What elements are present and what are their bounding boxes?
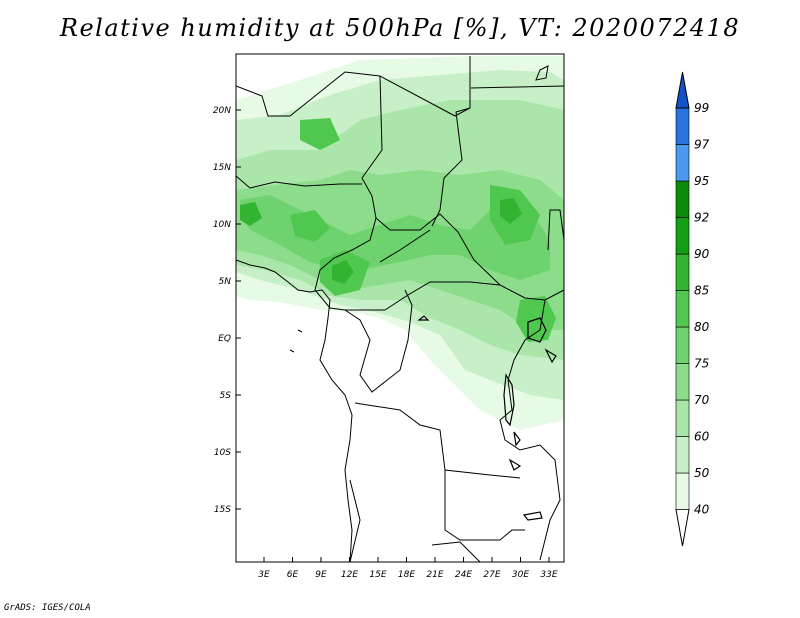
colorbar-label: 75 <box>694 357 709 371</box>
coastline <box>236 65 549 562</box>
colorbar-segment <box>675 399 690 437</box>
longitude-axis: 3E 6E 9E 12E 15E 18E 21E 24E 27E 30E 33E <box>258 557 558 580</box>
colorbar-segment <box>675 144 690 182</box>
colorbar-label: 80 <box>694 320 710 334</box>
colorbar-segment <box>675 472 690 510</box>
colorbar-segment <box>675 180 690 218</box>
colorbar: 40 50 60 70 75 80 85 90 92 95 97 99 <box>675 71 710 547</box>
colorbar-label: 50 <box>694 466 710 480</box>
colorbar-label: 90 <box>694 247 710 261</box>
lon-tick-label: 6E <box>287 570 299 580</box>
colorbar-segment <box>675 363 690 401</box>
lon-tick-label: 18E <box>398 570 415 580</box>
lat-tick-label: 15N <box>213 163 231 173</box>
colorbar-segment <box>675 253 690 291</box>
map-title: Relative humidity at 500hPa [%], VT: 202… <box>59 14 741 42</box>
colorbar-label: 92 <box>694 211 709 225</box>
colorbar-lower-arrow <box>675 509 690 547</box>
colorbar-label: 97 <box>694 138 710 152</box>
lon-tick-label: 15E <box>369 570 386 580</box>
lakes <box>417 315 557 521</box>
lat-tick-label: EQ <box>218 334 231 344</box>
lon-tick-label: 9E <box>315 570 327 580</box>
lat-tick-label: 5S <box>220 391 232 401</box>
lon-tick-label: 21E <box>426 570 443 580</box>
lon-tick-label: 27E <box>483 570 500 580</box>
colorbar-segment <box>675 436 690 474</box>
credit-label: GrADS: IGES/COLA <box>4 603 91 613</box>
lon-tick-label: 3E <box>258 570 270 580</box>
lon-tick-label: 24E <box>455 570 472 580</box>
colorbar-label: 99 <box>694 101 709 115</box>
colorbar-upper-arrow <box>675 71 690 109</box>
humidity-field <box>236 56 564 430</box>
colorbar-label: 60 <box>694 430 710 444</box>
lon-tick-label: 33E <box>540 570 557 580</box>
colorbar-segment <box>675 326 690 364</box>
colorbar-label: 85 <box>694 284 709 298</box>
colorbar-label: 40 <box>694 503 710 517</box>
colorbar-segment <box>675 217 690 255</box>
lon-tick-label: 12E <box>341 570 358 580</box>
country-borders <box>236 56 564 562</box>
colorbar-label: 95 <box>694 174 709 188</box>
lat-tick-label: 5N <box>219 277 232 287</box>
map-frame <box>235 53 565 563</box>
lat-tick-label: 15S <box>214 505 231 515</box>
lat-tick-label: 10S <box>214 448 231 458</box>
lat-tick-label: 20N <box>213 106 231 116</box>
lon-tick-label: 30E <box>512 570 529 580</box>
lat-tick-label: 10N <box>213 220 231 230</box>
colorbar-segment <box>675 290 690 328</box>
colorbar-label: 70 <box>694 393 710 407</box>
colorbar-segment <box>675 107 690 145</box>
latitude-axis: 20N 15N 10N 5N EQ 5S 10S 15S <box>213 106 241 515</box>
